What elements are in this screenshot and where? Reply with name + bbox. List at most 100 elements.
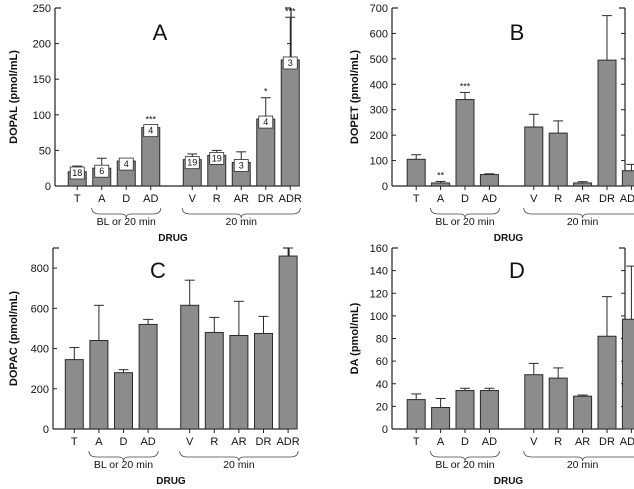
group-brace [88, 450, 159, 462]
y-tick-label: 120 [370, 288, 388, 300]
significance-marker: ** [437, 170, 445, 180]
group-brace [430, 207, 500, 219]
y-tick-label: 100 [370, 311, 388, 323]
bar [597, 59, 617, 187]
n-count-box [282, 56, 298, 70]
bar [621, 318, 634, 430]
bar [406, 158, 426, 187]
significance-marker: *** [145, 114, 156, 124]
group-label: BL or 20 min [435, 459, 494, 471]
x-category-label: AR [231, 436, 246, 448]
group-brace [523, 207, 634, 219]
panel-b: 0 100 200 300 400 500 600 700 DOPET (pmol/mL) B T A… [349, 3, 634, 244]
y-tick-label: 80 [376, 334, 388, 346]
x-axis-label: DRUG [156, 476, 186, 487]
bar [138, 323, 158, 430]
x-category-label: AR [575, 193, 590, 205]
n-count-box [184, 156, 200, 170]
bar [64, 359, 84, 430]
y-tick-label: 0 [382, 181, 388, 193]
x-category-label: V [186, 436, 194, 448]
x-category-label: T [413, 193, 420, 205]
n-count-label: 4 [263, 117, 268, 127]
y-tick-label: 400 [31, 344, 49, 356]
x-axis-label: DRUG [494, 476, 524, 487]
x-category-label: A [95, 436, 103, 448]
y-tick-label: 150 [33, 74, 51, 86]
x-category-label: AR [234, 193, 249, 205]
panel-letter: A [153, 20, 168, 45]
panel-letter: D [509, 258, 525, 283]
group-label: 20 min [225, 216, 257, 228]
group-brace [523, 450, 634, 462]
y-axis-label: DOPAC (pmol/mL) [8, 291, 20, 386]
y-axis-label: DA (pmol/mL) [349, 302, 361, 374]
n-count-label: 19 [187, 158, 197, 168]
group-label: BL or 20 min [97, 216, 156, 228]
bar [204, 331, 224, 430]
group-brace [91, 207, 162, 219]
significance-marker: *** [285, 6, 296, 16]
y-tick-label: 600 [370, 28, 388, 40]
x-axis-label: DRUG [494, 233, 524, 244]
y-tick-label: 100 [370, 156, 388, 168]
bar [180, 304, 200, 430]
x-category-label: DR [599, 193, 615, 205]
x-category-label: V [530, 436, 538, 448]
n-count-box [69, 166, 85, 180]
bar [229, 334, 249, 430]
bar [280, 59, 300, 187]
bar [278, 255, 298, 430]
y-tick-label: 0 [45, 181, 51, 193]
n-count-label: 3 [288, 58, 293, 68]
x-category-label: AR [575, 436, 590, 448]
y-tick-label: 20 [376, 401, 388, 413]
bar [455, 99, 475, 187]
x-category-label: R [554, 193, 562, 205]
y-tick-label: 160 [370, 243, 388, 255]
group-brace [430, 450, 500, 462]
x-category-label: R [554, 436, 562, 448]
x-category-label: D [461, 436, 469, 448]
x-category-label: D [122, 193, 130, 205]
group-label: 20 min [567, 216, 599, 228]
group-label: 20 min [223, 459, 255, 471]
x-category-label: R [213, 193, 221, 205]
n-count-box [258, 115, 274, 129]
panel-letter: B [510, 20, 525, 45]
y-tick-label: 0 [382, 424, 388, 436]
n-count-label: 3 [239, 161, 244, 171]
x-category-label: DR [256, 436, 272, 448]
y-tick-label: 200 [33, 39, 51, 51]
significance-marker: * [264, 87, 268, 97]
y-axis-label: DOPAL (pmol/mL) [8, 50, 20, 144]
x-category-label: A [98, 193, 106, 205]
x-category-label: ADR [620, 436, 634, 448]
y-tick-label: 0 [43, 424, 49, 436]
bar [114, 372, 133, 430]
y-axis-label: DOPET (pmol/mL) [349, 50, 361, 144]
bar [597, 335, 617, 430]
panel-letter: C [150, 258, 166, 283]
y-tick-label: 50 [39, 145, 51, 157]
x-category-label: ADR [279, 193, 302, 205]
bar [524, 374, 544, 430]
n-count-label: 19 [212, 153, 222, 163]
y-tick-label: 40 [376, 379, 388, 391]
x-axis-label: DRUG [158, 233, 188, 244]
x-category-label: V [530, 193, 538, 205]
n-count-label: 4 [148, 126, 153, 136]
group-label: BL or 20 min [94, 459, 153, 471]
x-category-label: AD [140, 436, 155, 448]
bar [524, 126, 544, 187]
y-tick-label: 100 [33, 110, 51, 122]
bar [548, 132, 568, 187]
group-brace [181, 207, 301, 219]
x-category-label: ADR [620, 193, 634, 205]
x-category-label: DR [258, 193, 274, 205]
x-category-label: D [120, 436, 128, 448]
n-count-box [94, 164, 110, 178]
n-count-box [143, 124, 159, 138]
